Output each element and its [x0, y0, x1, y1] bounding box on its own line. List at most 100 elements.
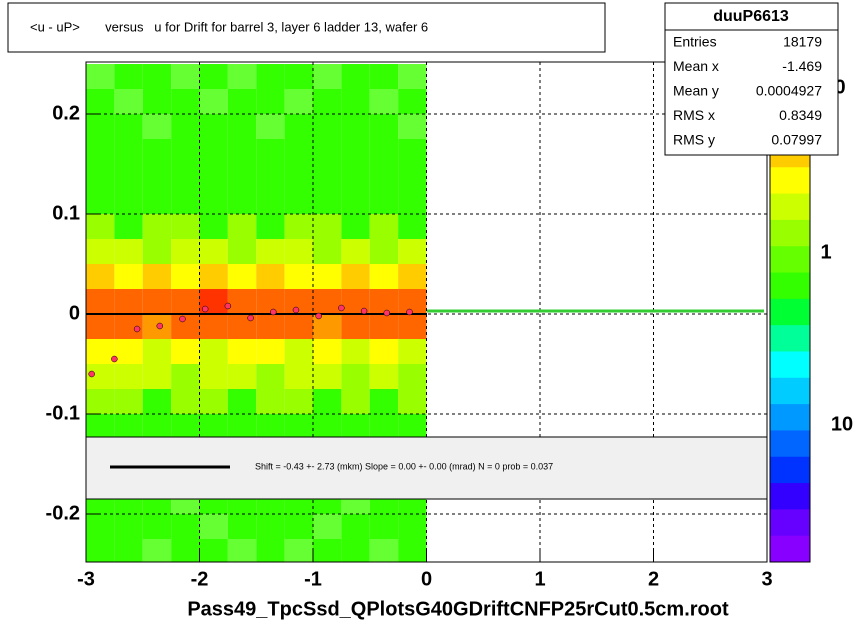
profile-point: [201, 305, 209, 313]
cell: [369, 139, 399, 164]
cell: [341, 214, 370, 239]
cell: [114, 139, 143, 164]
y-tick-label: 0: [69, 302, 80, 324]
cell: [284, 189, 313, 214]
cell: [86, 89, 115, 114]
colorbar-label: 10: [831, 413, 853, 435]
cell: [86, 164, 115, 189]
cell: [369, 64, 399, 89]
cell: [171, 289, 200, 314]
cell: [114, 214, 143, 239]
cell: [114, 539, 143, 562]
cell: [341, 114, 370, 139]
cell: [369, 114, 399, 139]
cell: [313, 164, 342, 189]
stats-key: Entries: [673, 34, 717, 50]
cell: [199, 164, 228, 189]
cell: [313, 239, 342, 264]
stats-key: RMS x: [673, 107, 715, 123]
x-tick-label: 1: [534, 568, 545, 590]
cell: [142, 214, 172, 239]
colorbar-swatch: [770, 246, 810, 274]
cell: [142, 164, 172, 189]
cell: [341, 139, 370, 164]
cell: [86, 239, 115, 264]
cell: [256, 164, 285, 189]
cell: [142, 64, 172, 89]
colorbar-swatch: [770, 298, 810, 326]
cell: [86, 539, 115, 562]
cell: [369, 239, 399, 264]
colorbar-swatch: [770, 351, 810, 379]
cell: [114, 164, 143, 189]
cell: [284, 264, 313, 289]
cell: [256, 414, 285, 439]
profile-point: [315, 312, 322, 320]
cell: [398, 289, 427, 314]
cell: [256, 514, 285, 539]
cell: [369, 214, 399, 239]
cell: [227, 289, 257, 314]
cell: [86, 514, 115, 539]
cell: [171, 114, 200, 139]
stats-key: Mean y: [673, 83, 719, 99]
cell: [313, 389, 342, 414]
cell: [284, 339, 313, 364]
colorbar-label: 0: [834, 76, 845, 98]
colorbar-swatch: [770, 404, 810, 431]
cell: [284, 414, 313, 439]
cell: [398, 339, 427, 364]
cell: [256, 139, 285, 164]
cell: [86, 289, 115, 314]
cell: [227, 339, 257, 364]
cell: [86, 139, 115, 164]
cell: [256, 389, 285, 414]
cell: [171, 264, 200, 289]
cell: [114, 264, 143, 289]
cell: [171, 89, 200, 114]
cell: [114, 414, 143, 439]
cell: [398, 514, 427, 539]
cell: [171, 339, 200, 364]
cell: [142, 289, 172, 314]
profile-point: [292, 306, 300, 314]
cell: [227, 139, 257, 164]
cell: [341, 164, 370, 189]
cell: [341, 264, 370, 289]
x-tick-label: 2: [648, 568, 659, 590]
profile-point: [179, 315, 186, 323]
cell: [142, 114, 172, 139]
profile-point: [111, 355, 118, 363]
cell: [313, 339, 342, 364]
cell: [369, 339, 399, 364]
x-tick-label: -3: [77, 568, 95, 590]
cell: [313, 114, 342, 139]
cell: [284, 239, 313, 264]
cell: [313, 414, 342, 439]
cell: [199, 414, 228, 439]
y-tick-label: -0.1: [46, 402, 80, 424]
cell: [341, 189, 370, 214]
cell: [199, 389, 228, 414]
cell: [369, 514, 399, 539]
cell: [142, 514, 172, 539]
cell: [86, 339, 115, 364]
cell: [256, 539, 285, 562]
cell: [398, 364, 427, 389]
cell: [341, 64, 370, 89]
cell: [398, 89, 427, 114]
cell: [142, 239, 172, 264]
colorbar-swatch: [770, 430, 810, 458]
profile-point: [338, 304, 345, 312]
cell: [313, 264, 342, 289]
x-tick-label: 0: [421, 568, 432, 590]
cell: [171, 189, 200, 214]
cell: [171, 239, 200, 264]
cell: [227, 264, 257, 289]
colorbar: [769, 61, 811, 563]
cell: [199, 514, 228, 539]
x-tick-label: -2: [191, 568, 209, 590]
cell: [313, 64, 342, 89]
profile-point: [224, 302, 232, 310]
colorbar-label: 1: [820, 241, 831, 263]
